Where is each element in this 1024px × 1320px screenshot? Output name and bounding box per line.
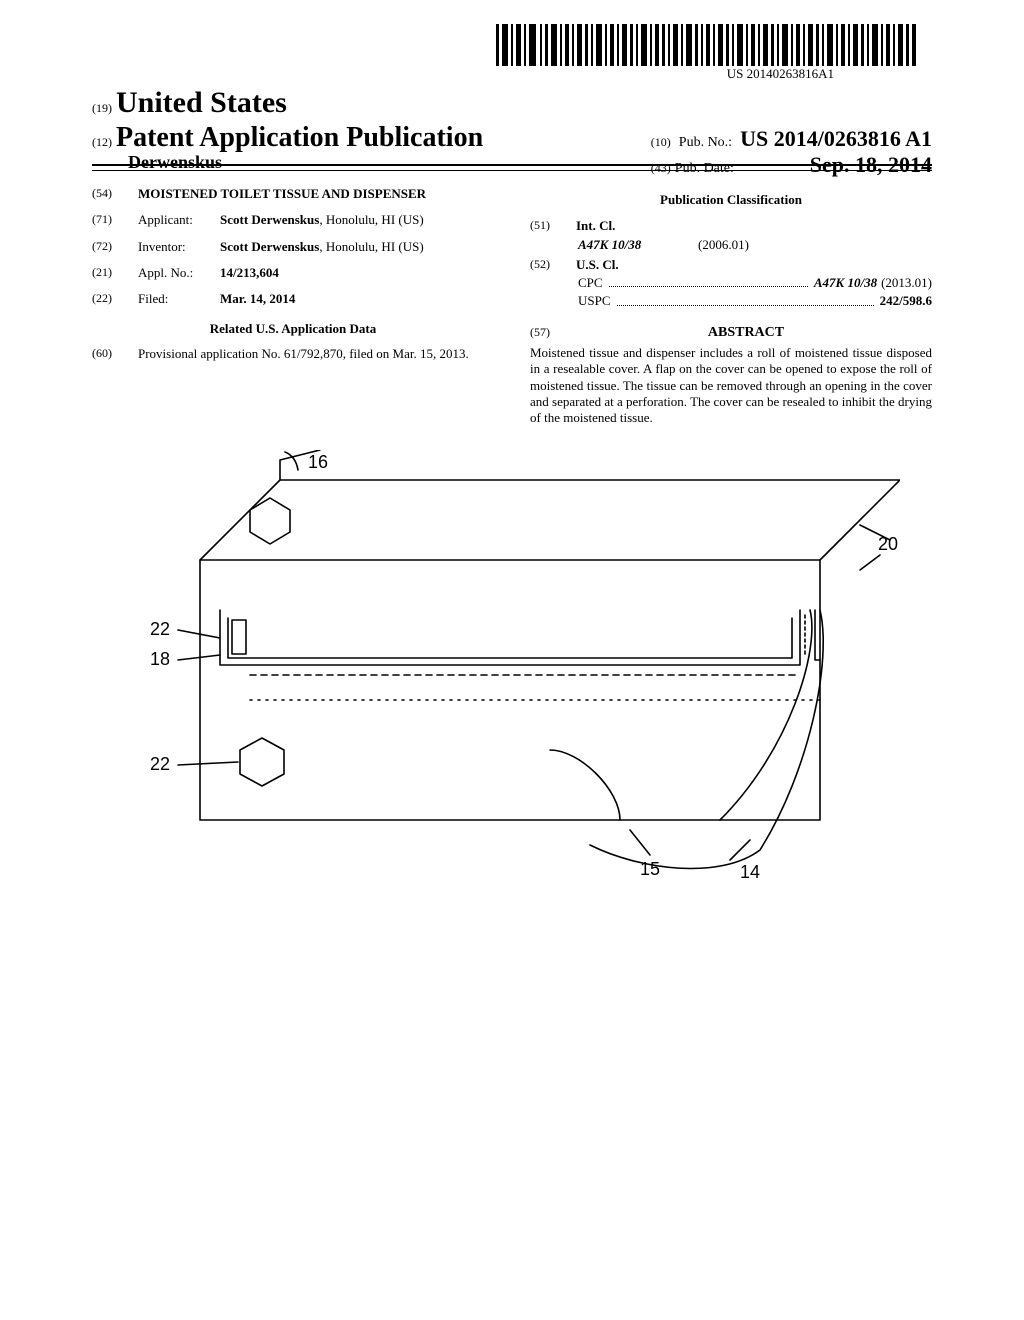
figure-svg: 16 20 22 18 22 15 14 bbox=[120, 450, 900, 890]
barcode-number: US 20140263816A1 bbox=[727, 66, 834, 82]
related-heading: Related U.S. Application Data bbox=[92, 321, 494, 337]
barcode-svg bbox=[496, 24, 916, 66]
provisional-text: Provisional application No. 61/792,870, … bbox=[138, 346, 494, 362]
body-columns: (54) MOISTENED TOILET TISSUE AND DISPENS… bbox=[92, 186, 932, 426]
uscl-code: (52) bbox=[530, 257, 566, 273]
inventor-value: Scott Derwenskus, Honolulu, HI (US) bbox=[220, 239, 494, 255]
provisional-row: (60) Provisional application No. 61/792,… bbox=[92, 346, 494, 362]
applicant-name: Scott Derwenskus bbox=[220, 212, 319, 227]
country-name: United States bbox=[116, 86, 287, 119]
invention-title: MOISTENED TOILET TISSUE AND DISPENSER bbox=[138, 186, 494, 202]
cpc-year: (2013.01) bbox=[881, 275, 932, 291]
uscl-row: (52) U.S. Cl. bbox=[530, 257, 932, 273]
country-line: (19) United States bbox=[92, 86, 932, 120]
intcl-code: (51) bbox=[530, 218, 566, 234]
cpc-row: CPC A47K 10/38 (2013.01) bbox=[578, 275, 932, 291]
uspc-row: USPC 242/598.6 bbox=[578, 293, 932, 309]
uspc-value: 242/598.6 bbox=[880, 293, 932, 309]
title-row: (54) MOISTENED TOILET TISSUE AND DISPENS… bbox=[92, 186, 494, 202]
kind-line: (12) Patent Application Publication bbox=[92, 122, 483, 154]
provisional-code: (60) bbox=[92, 346, 128, 362]
kind-label: Patent Application Publication bbox=[116, 122, 483, 153]
pubno-row: (10) Pub. No.: US 2014/0263816 A1 bbox=[651, 126, 932, 152]
intcl-year: (2006.01) bbox=[698, 237, 749, 253]
abstract-code: (57) bbox=[530, 325, 550, 340]
applno-row: (21) Appl. No.: 14/213,604 bbox=[92, 265, 494, 281]
cpc-value: A47K 10/38 bbox=[814, 275, 877, 291]
dotline bbox=[609, 285, 808, 287]
rule-thin bbox=[92, 170, 932, 171]
kind-code: (12) bbox=[92, 135, 112, 149]
uspc-label: USPC bbox=[578, 293, 611, 309]
patent-figure: 16 20 22 18 22 15 14 bbox=[120, 450, 900, 890]
filed-row: (22) Filed: Mar. 14, 2014 bbox=[92, 291, 494, 307]
abstract-head-row: (57) ABSTRACT bbox=[530, 318, 932, 346]
applno-label: Appl. No.: bbox=[138, 265, 210, 281]
pubdate-left: (43) Pub. Date: bbox=[651, 159, 734, 177]
applno-code: (21) bbox=[92, 265, 128, 281]
fig-label-22a: 22 bbox=[150, 619, 170, 639]
pubno-code: (10) bbox=[651, 135, 671, 150]
fig-label-22b: 22 bbox=[150, 754, 170, 774]
fig-label-14: 14 bbox=[740, 862, 760, 882]
applicant-code: (71) bbox=[92, 212, 128, 228]
fig-label-16: 16 bbox=[308, 452, 328, 472]
applno-value: 14/213,604 bbox=[220, 265, 494, 281]
applicant-label: Applicant: bbox=[138, 212, 210, 228]
right-column: Publication Classification (51) Int. Cl.… bbox=[530, 186, 932, 426]
intcl-label: Int. Cl. bbox=[576, 218, 932, 234]
uscl-label: U.S. Cl. bbox=[576, 257, 932, 273]
dotline bbox=[617, 304, 874, 306]
inventor-row: (72) Inventor: Scott Derwenskus, Honolul… bbox=[92, 239, 494, 255]
intcl-class: A47K 10/38 bbox=[578, 237, 698, 253]
filed-value: Mar. 14, 2014 bbox=[220, 291, 494, 307]
intcl-class-row: A47K 10/38 (2006.01) bbox=[578, 237, 932, 253]
applicant-row: (71) Applicant: Scott Derwenskus, Honolu… bbox=[92, 212, 494, 228]
pubno-label: Pub. No.: bbox=[679, 135, 732, 151]
inventor-code: (72) bbox=[92, 239, 128, 255]
abstract-text: Moistened tissue and dispenser includes … bbox=[530, 345, 932, 426]
applicant-value: Scott Derwenskus, Honolulu, HI (US) bbox=[220, 212, 494, 228]
fig-label-18: 18 bbox=[150, 649, 170, 669]
filed-label: Filed: bbox=[138, 291, 210, 307]
rule-thick bbox=[92, 164, 932, 166]
fig-label-15: 15 bbox=[640, 859, 660, 879]
country-code: (19) bbox=[92, 101, 112, 115]
pubno-value: US 2014/0263816 A1 bbox=[740, 126, 932, 152]
title-code: (54) bbox=[92, 186, 128, 202]
inventor-label: Inventor: bbox=[138, 239, 210, 255]
patent-page: US 20140263816A1 (19) United States (12)… bbox=[0, 0, 1024, 1320]
cpc-label: CPC bbox=[578, 275, 603, 291]
fig-label-20: 20 bbox=[878, 534, 898, 554]
filed-code: (22) bbox=[92, 291, 128, 307]
inventor-name: Scott Derwenskus bbox=[220, 239, 319, 254]
inventor-loc: , Honolulu, HI (US) bbox=[319, 239, 423, 254]
applicant-loc: , Honolulu, HI (US) bbox=[319, 212, 423, 227]
left-column: (54) MOISTENED TOILET TISSUE AND DISPENS… bbox=[92, 186, 494, 426]
abstract-heading: ABSTRACT bbox=[560, 324, 932, 342]
intcl-row: (51) Int. Cl. bbox=[530, 218, 932, 234]
barcode bbox=[496, 24, 916, 66]
classification-heading: Publication Classification bbox=[530, 192, 932, 208]
